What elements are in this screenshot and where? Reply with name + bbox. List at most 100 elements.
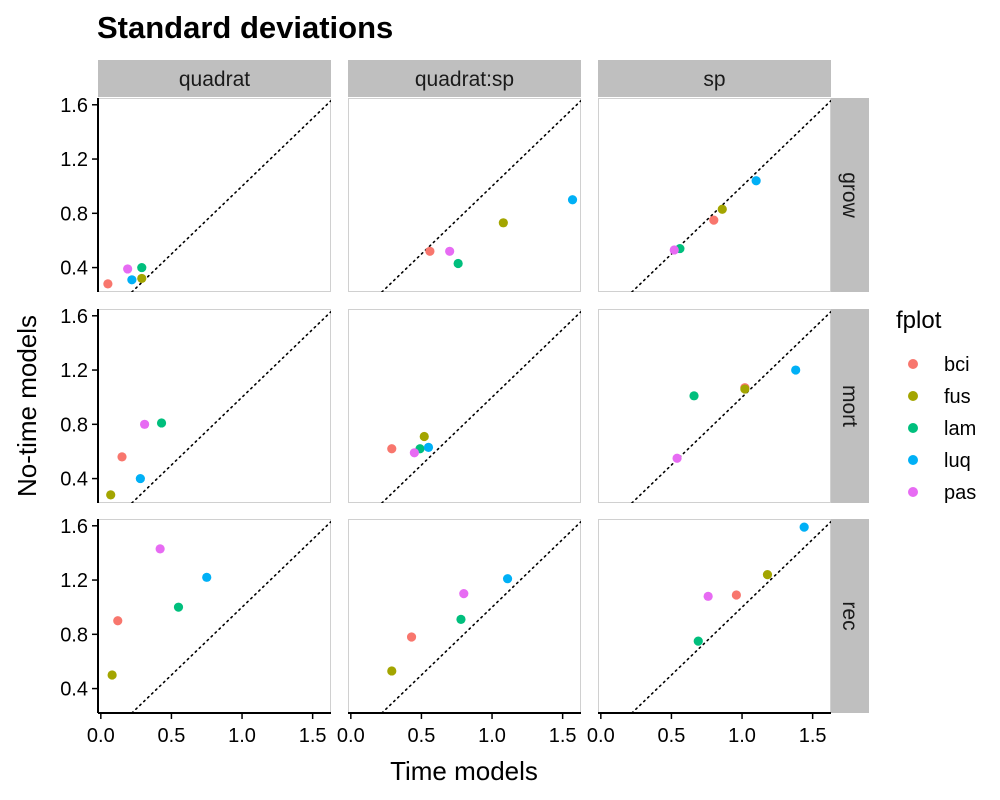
point-pas <box>669 245 679 255</box>
point-bci <box>709 215 719 225</box>
point-luq <box>127 275 137 285</box>
row-strip-0 <box>831 98 869 292</box>
legend-title: fplot <box>896 307 942 334</box>
y-tick-label: 1.6 <box>60 306 88 328</box>
point-luq <box>751 176 761 186</box>
identity-reference-line <box>631 520 831 713</box>
point-pas <box>123 264 133 274</box>
y-tick-label: 1.6 <box>60 516 88 538</box>
legend: fplot bci fus lam luq pas <box>896 307 976 504</box>
panel-quadrat-rec <box>98 519 331 713</box>
point-bci <box>425 246 435 256</box>
panel-border <box>598 309 831 503</box>
col-strip-label: quadrat <box>179 68 250 91</box>
point-fus <box>419 431 429 442</box>
point-lam <box>689 391 699 401</box>
point-luq <box>502 574 513 584</box>
x-tick-label: 0.5 <box>408 725 436 747</box>
row-strip-label: rec <box>838 601 861 630</box>
point-lam <box>453 258 463 269</box>
row-strip-label: grow <box>838 172 861 218</box>
legend-key-fus <box>908 391 918 401</box>
point-bci <box>117 452 127 462</box>
legend-key-lam <box>908 423 918 433</box>
point-fus <box>717 204 727 214</box>
x-tick-label: 1.5 <box>299 725 327 747</box>
col-strip-0 <box>98 60 331 97</box>
legend-label-pas: pas <box>944 482 976 504</box>
col-strip-label: sp <box>703 68 725 91</box>
y-tick-label: 0.8 <box>60 414 88 436</box>
row-strip-2 <box>831 519 869 713</box>
point-lam <box>137 262 147 273</box>
panel-quadrat:sp-rec <box>348 519 581 713</box>
point-pas <box>409 448 419 458</box>
point-bci <box>103 279 113 289</box>
y-tick-label: 0.8 <box>60 203 88 225</box>
point-lam <box>156 418 167 428</box>
identity-reference-line <box>381 99 581 292</box>
y-tick-label: 1.2 <box>60 360 88 382</box>
point-luq <box>202 572 212 582</box>
panel-border <box>348 98 581 292</box>
point-lam <box>173 602 184 612</box>
point-fus <box>387 666 397 676</box>
point-bci <box>387 444 397 454</box>
x-tick-label: 0.0 <box>587 725 615 747</box>
panel-sp-rec <box>598 519 831 713</box>
y-axis-title: No-time models <box>12 315 42 497</box>
point-fus <box>106 490 116 500</box>
identity-reference-line <box>131 310 331 503</box>
point-luq <box>799 522 809 532</box>
facet-panels: quadrat quadrat:sp sp grow mort rec 0.4 0.8 1.2 1… <box>60 60 869 747</box>
col-strip-1 <box>348 60 581 97</box>
x-tick-label: 1.5 <box>799 725 827 747</box>
point-pas <box>155 544 165 554</box>
legend-label-bci: bci <box>944 354 970 376</box>
panel-border <box>98 309 331 503</box>
legend-label-fus: fus <box>944 386 971 408</box>
point-bci <box>113 616 123 626</box>
x-tick-label: 0.0 <box>87 725 115 747</box>
x-tick-label: 1.5 <box>549 725 577 747</box>
x-tick-label: 1.0 <box>228 725 256 747</box>
panel-quadrat-mort <box>98 309 331 503</box>
legend-key-bci <box>908 359 918 369</box>
row-strip-1 <box>831 309 869 503</box>
point-luq <box>135 473 145 484</box>
panel-sp-grow <box>598 98 831 292</box>
y-tick-label: 1.6 <box>60 95 88 117</box>
col-strip-label: quadrat:sp <box>415 68 514 91</box>
x-tick-label: 0.5 <box>658 725 686 747</box>
col-strip-2 <box>598 60 831 97</box>
panel-border <box>98 98 331 292</box>
y-tick-label: 0.8 <box>60 624 88 646</box>
panel-sp-mort <box>598 309 831 503</box>
panel-quadrat-grow <box>98 98 331 292</box>
identity-reference-line <box>631 310 831 503</box>
legend-label-lam: lam <box>944 418 976 440</box>
panel-border <box>348 309 581 503</box>
y-tick-label: 0.4 <box>60 679 88 701</box>
x-tick-label: 0.0 <box>337 725 365 747</box>
point-luq <box>423 442 434 452</box>
point-fus <box>762 570 773 580</box>
legend-key-luq <box>908 455 918 465</box>
panel-border <box>98 519 331 713</box>
point-lam <box>693 636 703 646</box>
y-tick-label: 1.2 <box>60 570 88 592</box>
identity-reference-line <box>131 520 331 713</box>
y-tick-label: 1.2 <box>60 149 88 171</box>
panel-border <box>598 98 831 292</box>
x-tick-label: 0.5 <box>158 725 186 747</box>
identity-reference-line <box>131 99 331 292</box>
panel-border <box>348 519 581 713</box>
legend-key-pas <box>908 487 918 497</box>
y-tick-label: 0.4 <box>60 258 88 280</box>
point-bci <box>731 590 741 600</box>
point-bci <box>406 632 417 642</box>
panel-quadrat:sp-mort <box>348 309 581 503</box>
point-pas <box>703 591 713 601</box>
point-pas <box>672 453 682 463</box>
